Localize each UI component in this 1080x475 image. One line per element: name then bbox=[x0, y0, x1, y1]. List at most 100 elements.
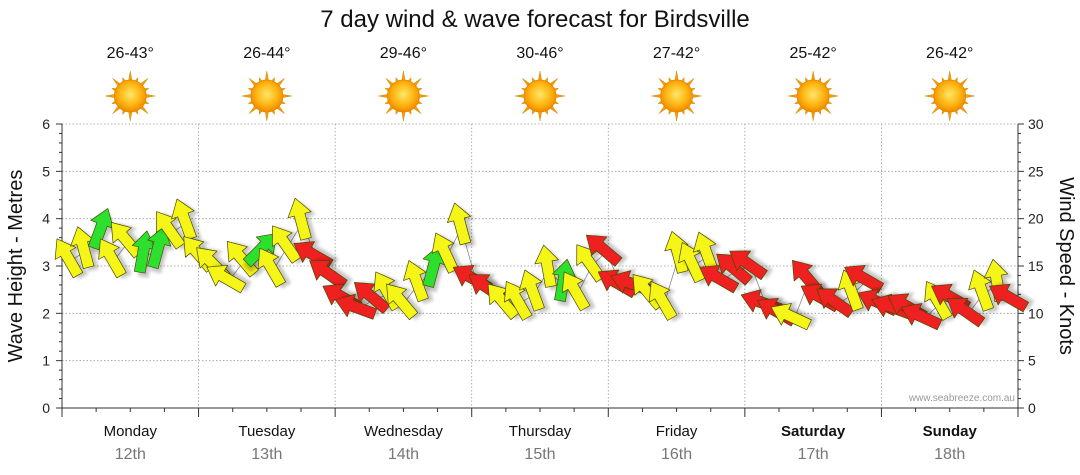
temperature-row: 26-43° 26-44° 29-46° 30-46° 27-42° 25-42° 26-4… bbox=[107, 45, 974, 62]
wind-arrow bbox=[287, 197, 317, 244]
wind-arrow bbox=[770, 301, 817, 331]
day-name-label: Monday bbox=[104, 423, 158, 440]
day-date-label: 15th bbox=[524, 446, 555, 463]
y-right-tick-label: 30 bbox=[1028, 116, 1044, 132]
wind-arrow-body bbox=[257, 247, 287, 288]
sun-ray bbox=[788, 93, 799, 99]
wind-arrow-body bbox=[431, 232, 459, 274]
wind-arrow bbox=[561, 271, 596, 313]
temperature-label: 25-42° bbox=[789, 45, 836, 62]
x-axis-ticks bbox=[61, 408, 1019, 417]
wind-arrow-body bbox=[648, 281, 678, 321]
day-date-label: 12th bbox=[115, 446, 146, 463]
y-left-tick-label: 5 bbox=[42, 163, 50, 179]
day-name-label: Thursday bbox=[509, 423, 572, 440]
temperature-label: 27-42° bbox=[653, 45, 700, 62]
sun-icon bbox=[514, 70, 566, 122]
temperature-label: 29-46° bbox=[380, 45, 427, 62]
wind-arrow-body bbox=[968, 269, 994, 312]
sun-disc bbox=[796, 79, 830, 113]
watermark: www.seabreeze.com.au bbox=[908, 393, 1015, 404]
y-right-tick-label: 15 bbox=[1028, 258, 1044, 274]
sun-icon bbox=[241, 70, 292, 122]
sun-disc bbox=[113, 79, 147, 113]
wind-arrow-body bbox=[287, 197, 312, 241]
sun-ray bbox=[964, 93, 975, 99]
sun-ray bbox=[947, 70, 952, 82]
wind-arrow bbox=[648, 281, 683, 322]
sun-ray bbox=[924, 93, 936, 99]
sun-ray bbox=[281, 93, 292, 99]
y-right-tick-label: 0 bbox=[1028, 400, 1036, 416]
wind-arrow-body bbox=[729, 250, 768, 281]
chart-title: 7 day wind & wave forecast for Birdsvill… bbox=[320, 6, 750, 33]
sun-ray bbox=[947, 110, 952, 122]
wind-arrow bbox=[147, 226, 174, 274]
weather-icon-row bbox=[105, 70, 975, 122]
sun-ray bbox=[264, 70, 269, 82]
sun-icon bbox=[105, 70, 156, 122]
y-left-tick-label: 4 bbox=[42, 211, 50, 227]
wind-arrow bbox=[98, 238, 132, 280]
day-labels: Monday 12th Tuesday 13th Wednesday 14th Thursd… bbox=[104, 423, 978, 463]
wind-arrow bbox=[729, 250, 773, 281]
wind-arrow-body bbox=[534, 244, 559, 288]
wind-arrow bbox=[335, 291, 382, 320]
y-axis-right-title: Wind Speed - Knots bbox=[1055, 177, 1077, 355]
sun-icon bbox=[378, 70, 429, 122]
y-right-tick-label: 25 bbox=[1028, 163, 1044, 179]
wind-arrow bbox=[585, 234, 628, 267]
wind-arrow-body bbox=[576, 244, 606, 283]
wind-arrows bbox=[54, 197, 1035, 331]
sun-ray bbox=[401, 70, 406, 82]
wind-arrow bbox=[206, 263, 252, 294]
temperature-label: 26-44° bbox=[243, 45, 290, 62]
temperature-label: 26-43° bbox=[107, 45, 154, 62]
wind-arrow-body bbox=[54, 238, 84, 279]
sun-ray bbox=[811, 70, 816, 82]
temperature-label: 26-42° bbox=[926, 45, 973, 62]
wind-arrow bbox=[504, 281, 538, 322]
sun-ray bbox=[537, 110, 543, 122]
wind-arrow-body bbox=[156, 211, 186, 250]
wind-arrow bbox=[519, 269, 550, 314]
wind-arrow-body bbox=[98, 238, 127, 279]
sun-ray bbox=[827, 93, 839, 99]
day-name-label: Sunday bbox=[923, 423, 978, 440]
sun-ray bbox=[105, 93, 116, 99]
day-date-label: 18th bbox=[934, 446, 965, 463]
wind-arrow bbox=[257, 247, 292, 289]
wind-arrow-body bbox=[561, 271, 591, 312]
wind-arrow bbox=[816, 287, 860, 318]
wind-arrow-body bbox=[206, 264, 247, 294]
wind-arrow bbox=[54, 238, 89, 280]
sun-ray bbox=[144, 93, 156, 99]
sun-ray bbox=[418, 93, 429, 99]
sun-ray bbox=[128, 110, 133, 122]
wind-arrow-body bbox=[816, 288, 855, 318]
temperature-label: 30-46° bbox=[516, 45, 563, 62]
y-axis-right-ticks: 0 5 10 15 20 25 30 bbox=[1018, 116, 1044, 416]
wind-arrow bbox=[431, 232, 464, 276]
wind-arrow-body bbox=[272, 225, 302, 264]
sun-ray bbox=[554, 93, 566, 99]
sun-ray bbox=[401, 110, 406, 122]
sun-ray bbox=[514, 93, 526, 99]
wind-arrow-body bbox=[519, 269, 545, 312]
day-date-label: 14th bbox=[388, 446, 419, 463]
wind-arrow-body bbox=[403, 260, 429, 303]
wind-arrow bbox=[946, 297, 991, 328]
wind-arrow bbox=[156, 211, 191, 251]
sun-disc bbox=[933, 79, 967, 113]
sun-ray bbox=[537, 70, 543, 82]
day-date-label: 13th bbox=[251, 446, 282, 463]
wind-arrow-body bbox=[989, 283, 1029, 313]
y-axis-left-title: Wave Height - Metres bbox=[5, 170, 27, 363]
sun-ray bbox=[674, 110, 679, 122]
day-name-label: Wednesday bbox=[364, 423, 443, 440]
wind-arrow-body bbox=[386, 283, 419, 321]
y-left-tick-label: 1 bbox=[42, 353, 50, 369]
sun-disc bbox=[250, 79, 284, 113]
y-right-tick-label: 10 bbox=[1028, 305, 1044, 321]
